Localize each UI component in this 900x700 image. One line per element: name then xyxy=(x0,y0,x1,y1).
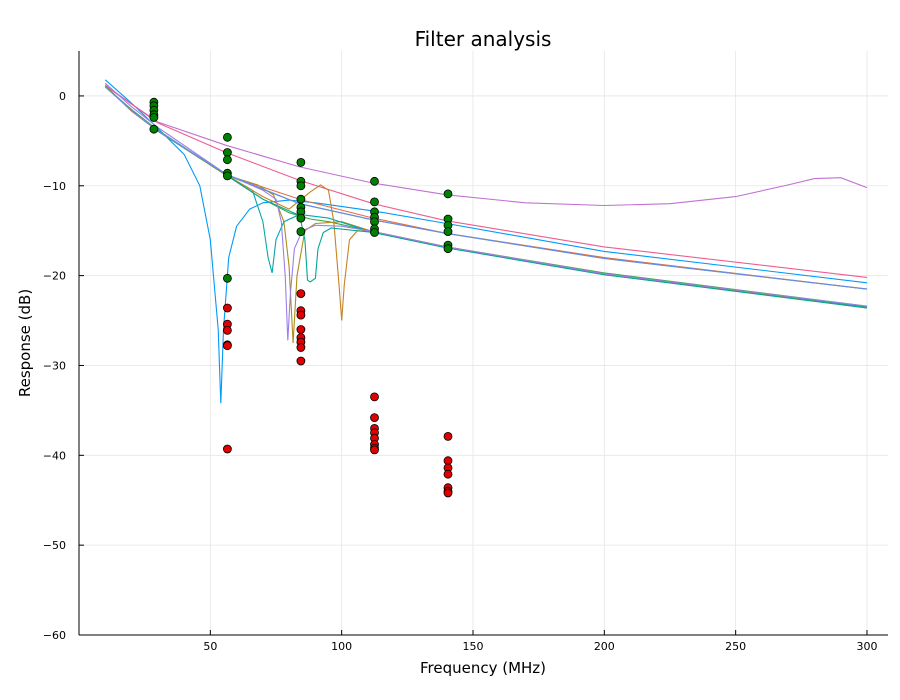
green-marker xyxy=(370,228,379,237)
x-tick-label: 100 xyxy=(331,640,352,653)
series-line-8 xyxy=(104,86,868,321)
green-marker xyxy=(443,189,453,199)
red-marker xyxy=(370,445,379,455)
red-marker xyxy=(222,341,232,351)
series-line-6 xyxy=(104,86,868,308)
red-marker xyxy=(370,392,379,402)
series-line-10 xyxy=(104,85,868,290)
x-tick-label: 250 xyxy=(725,640,746,653)
red-marker xyxy=(296,289,306,299)
green-marker xyxy=(296,213,306,223)
green-marker xyxy=(149,124,159,134)
green-marker xyxy=(296,181,306,191)
green-marker xyxy=(443,244,453,254)
y-tick-label: −30 xyxy=(43,359,66,372)
series-line-11 xyxy=(104,82,868,341)
y-tick-label: −40 xyxy=(43,449,66,462)
series-lines xyxy=(104,79,868,404)
y-axis-label: Response (dB) xyxy=(16,289,34,397)
red-marker xyxy=(222,444,232,454)
tick-labels: 50 100 150 200 250 300 0 −10 −20 −30 −40 −50 −60 xyxy=(43,90,878,653)
chart-title: Filter analysis xyxy=(415,27,552,51)
series-line-3 xyxy=(104,86,868,307)
axes xyxy=(78,51,888,636)
green-marker xyxy=(370,176,379,186)
red-marker xyxy=(222,303,232,313)
red-marker xyxy=(370,413,379,423)
y-tick-label: −50 xyxy=(43,539,66,552)
red-marker xyxy=(443,488,453,498)
y-tick-label: −60 xyxy=(43,629,66,642)
red-marker xyxy=(296,325,306,334)
green-marker xyxy=(222,155,232,165)
green-marker xyxy=(296,194,306,204)
grid xyxy=(79,51,888,636)
series-line-12 xyxy=(104,86,868,290)
green-marker xyxy=(149,113,159,122)
series-line-2 xyxy=(104,85,868,290)
x-axis-label: Frequency (MHz) xyxy=(420,659,546,677)
red-marker xyxy=(443,431,453,441)
green-marker xyxy=(370,197,379,207)
series-line-4 xyxy=(104,84,868,207)
x-tick-label: 150 xyxy=(462,640,483,653)
series-line-7 xyxy=(104,85,868,278)
red-marker xyxy=(222,325,232,335)
data-points xyxy=(149,97,453,498)
series-line-5 xyxy=(104,86,868,344)
green-marker xyxy=(296,227,306,237)
green-marker xyxy=(296,157,306,167)
y-tick-label: −20 xyxy=(43,270,66,283)
series-line-1 xyxy=(104,79,868,404)
x-tick-label: 50 xyxy=(203,640,217,653)
red-marker xyxy=(296,343,306,352)
red-marker xyxy=(443,469,453,479)
y-tick-label: 0 xyxy=(59,90,66,103)
red-marker xyxy=(296,310,306,320)
green-marker xyxy=(222,132,232,142)
x-tick-label: 300 xyxy=(856,640,877,653)
green-marker xyxy=(222,171,232,181)
red-marker xyxy=(296,356,306,366)
x-tick-label: 200 xyxy=(594,640,615,653)
green-marker xyxy=(222,273,232,283)
series-line-9 xyxy=(104,86,868,309)
green-marker xyxy=(443,227,453,237)
y-tick-label: −10 xyxy=(43,180,66,193)
